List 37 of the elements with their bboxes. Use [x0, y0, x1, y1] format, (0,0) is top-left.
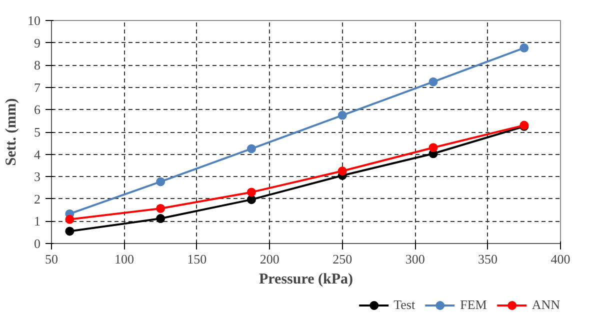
y-tick-label: 3 [34, 169, 40, 184]
x-tick-label: 350 [478, 252, 498, 266]
y-tick-label: 2 [34, 191, 40, 206]
point [428, 77, 438, 86]
point [246, 144, 256, 154]
point [246, 195, 256, 204]
point [428, 143, 438, 152]
x-tick-label: 300 [405, 252, 425, 266]
point [338, 110, 347, 120]
y-tick-label: 0 [34, 236, 40, 251]
x-axis-title: Pressure (kPa) [258, 272, 354, 288]
x-tick-label: 50 [45, 252, 58, 266]
point [246, 188, 256, 197]
y-tick-label: 4 [34, 146, 41, 162]
y-tick-label: 9 [34, 35, 40, 50]
x-tick-label: 200 [260, 252, 280, 266]
legend-label: Test [394, 297, 416, 313]
y-axis-title: Sett. (mm) [4, 98, 20, 166]
y-tick-label: 7 [34, 80, 41, 95]
y-tick-label: 1 [34, 214, 40, 229]
legend-label: FEM [460, 297, 487, 313]
x-tick-label: 400 [550, 252, 570, 266]
y-tick-label: 6 [34, 102, 41, 118]
y-tick-label: 10 [28, 13, 40, 28]
point [520, 43, 529, 52]
x-tick-label: 100 [114, 252, 134, 266]
x-tick-label: 250 [332, 252, 352, 266]
y-tick-label: 5 [34, 124, 40, 140]
y-tick-label: 8 [34, 58, 40, 73]
point [156, 204, 166, 213]
point [338, 166, 347, 176]
x-tick-label: 150 [187, 252, 207, 266]
point [65, 226, 74, 236]
point [156, 177, 166, 186]
legend-label: ANN [532, 297, 560, 313]
point [156, 214, 166, 224]
point [65, 214, 74, 224]
